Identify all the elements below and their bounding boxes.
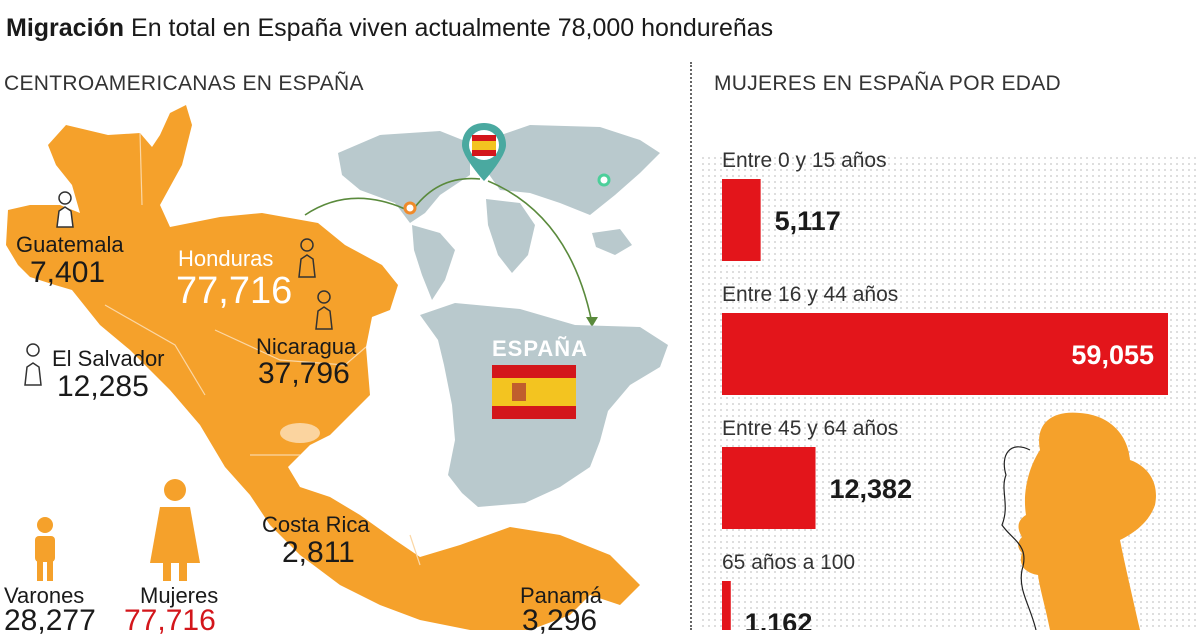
spain-pin-icon [462, 123, 506, 181]
origin-dot-icon [403, 201, 417, 215]
woman-silhouette-icon [1001, 412, 1156, 630]
country-value-el-salvador: 12,285 [57, 370, 149, 403]
country-value-costa-rica: 2,811 [282, 536, 355, 569]
chart-section-title: MUJERES EN ESPAÑA POR EDAD [714, 72, 1061, 95]
value-label-1: 59,055 [1071, 340, 1154, 370]
oceania-shape [592, 229, 632, 255]
country-value-panama: 3,296 [522, 604, 598, 637]
men-value: 28,277 [4, 604, 96, 637]
header-bold: Migración [6, 14, 125, 42]
central-america-shape [6, 105, 640, 630]
women-value: 77,716 [124, 604, 216, 637]
category-label-3: 65 años a 100 [722, 551, 855, 574]
bar-3 [722, 581, 731, 630]
spain-label: ESPAÑA [492, 336, 589, 361]
category-label-1: Entre 16 y 44 años [722, 283, 898, 306]
country-label-panama: Panamá [520, 583, 602, 608]
route-arrowhead [586, 317, 598, 327]
bar-0 [722, 179, 761, 261]
value-label-0: 5,117 [775, 206, 841, 236]
man-icon [35, 517, 55, 581]
person-icon-nicaragua [315, 290, 333, 330]
south-america-shape [412, 225, 455, 300]
value-label-2: 12,382 [830, 474, 913, 504]
route-arc-americas [304, 197, 406, 216]
bar-2 [722, 447, 816, 529]
country-borders [104, 132, 421, 566]
north-america-shape [338, 131, 470, 223]
route-arc-atlantic [414, 177, 481, 208]
header-title: Migración En total en España viven actua… [6, 14, 773, 43]
central-america-map [6, 105, 668, 630]
category-label-2: Entre 45 y 64 años [722, 417, 898, 440]
woman-icon [150, 479, 200, 581]
eurasia-shape [478, 125, 660, 215]
world-map [338, 125, 660, 300]
country-label-honduras: Honduras [178, 246, 274, 271]
country-label-el-salvador: El Salvador [52, 346, 165, 371]
migration-routes [304, 177, 593, 324]
country-label-costa-rica: Costa Rica [262, 512, 370, 537]
country-value-honduras: 77,716 [176, 270, 293, 312]
bars-group: Entre 0 y 15 años 5,117 Entre 16 y 44 años… [722, 149, 1168, 630]
africa-shape [486, 199, 535, 273]
section-divider [690, 62, 692, 630]
women-label: Mujeres [140, 583, 219, 608]
men-label: Varones [4, 583, 85, 608]
age-bar-chart: Entre 0 y 15 años 5,117 Entre 16 y 44 años… [700, 149, 1200, 630]
spain-flag-icon [492, 365, 576, 419]
header-text: En total en España viven actualmente 78,… [131, 14, 774, 42]
person-icon-el-salvador [24, 343, 42, 386]
category-label-0: Entre 0 y 15 años [722, 149, 887, 172]
person-icon-guatemala [56, 191, 74, 228]
country-value-nicaragua: 37,796 [258, 357, 350, 390]
lake-nicaragua-shape [280, 423, 320, 443]
country-label-nicaragua: Nicaragua [256, 334, 357, 359]
value-label-3: 1,162 [745, 608, 813, 630]
asia-dot-icon [597, 173, 611, 187]
country-label-guatemala: Guatemala [16, 232, 124, 257]
map-section-title: CENTROAMERICANAS EN ESPAÑA [4, 72, 364, 95]
route-arc-to-spain [487, 180, 593, 324]
country-value-guatemala: 7,401 [30, 256, 106, 289]
person-icon-honduras [298, 238, 316, 278]
bar-1 [722, 313, 1168, 395]
